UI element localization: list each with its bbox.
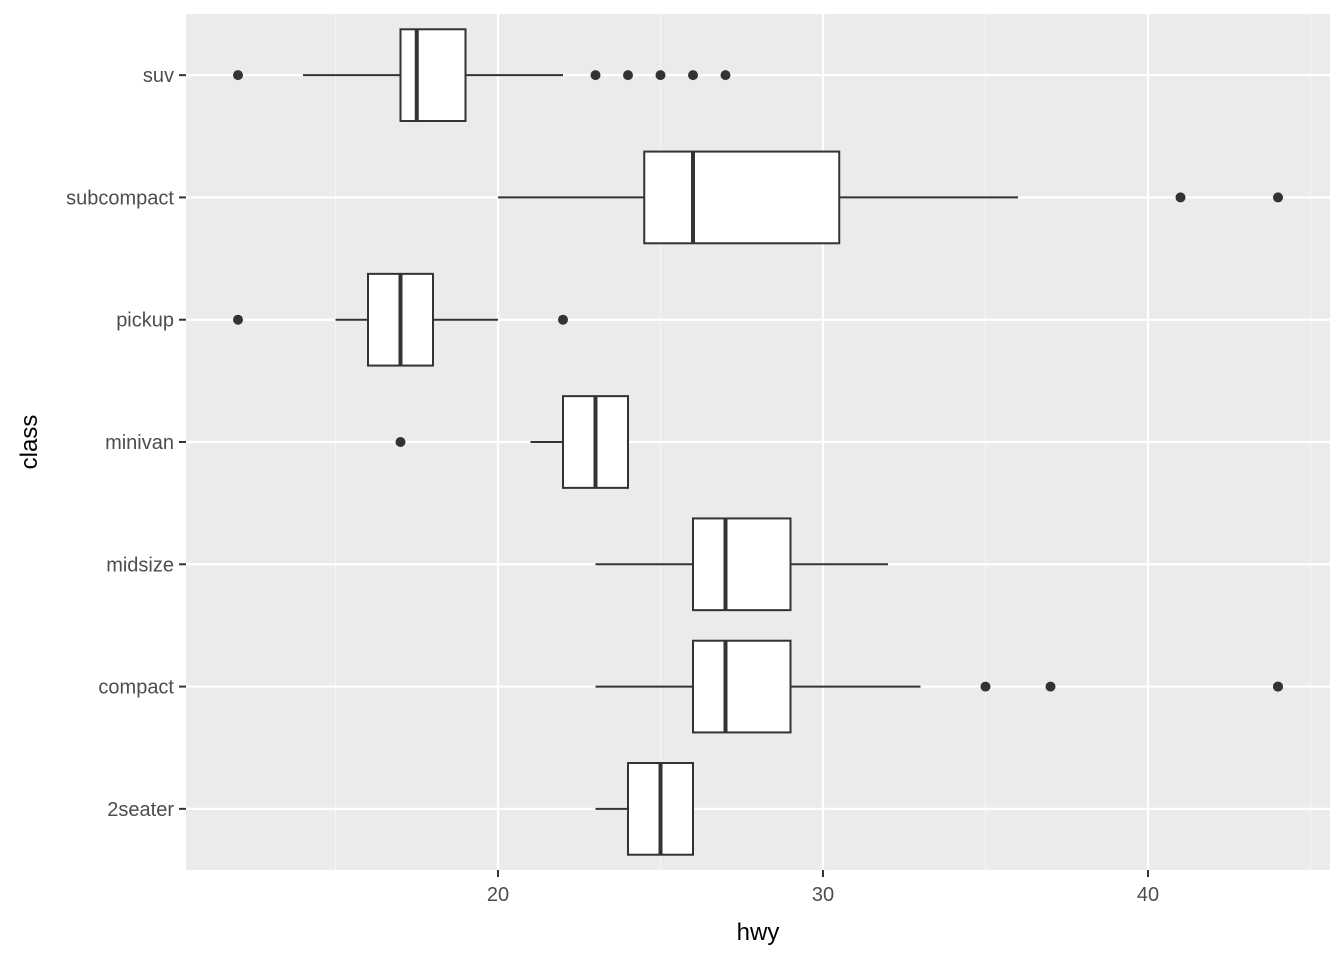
outlier-point: [1175, 192, 1186, 203]
box-iqr: [692, 517, 792, 612]
box-minivan: [395, 395, 629, 489]
outlier-point: [590, 70, 601, 81]
y-tick-label: subcompact: [66, 187, 174, 209]
box-midsize: [595, 517, 888, 612]
x-tick-label: 20: [487, 884, 509, 906]
y-tick-label: compact: [98, 677, 174, 699]
y-tick-label: 2seater: [107, 799, 174, 821]
outlier-point: [395, 437, 406, 447]
y-axis: 2seater compact midsize minivan pickup subcom…: [66, 65, 186, 821]
box-suv: [233, 28, 731, 123]
box-iqr: [399, 28, 467, 123]
outlier-point: [1273, 681, 1283, 692]
outlier-point: [688, 70, 698, 81]
y-axis-title: class: [16, 415, 43, 470]
outlier-point: [233, 70, 243, 81]
box-iqr: [692, 639, 792, 734]
y-tick-label: suv: [143, 65, 174, 87]
x-tick-label: 30: [812, 884, 834, 906]
y-tick-label: midsize: [106, 554, 174, 576]
box-compact: [595, 639, 1283, 734]
outlier-point: [233, 314, 243, 325]
box-2seater: [595, 762, 694, 856]
outlier-point: [720, 70, 731, 81]
x-tick-label: 40: [1137, 884, 1159, 906]
outlier-point: [1273, 192, 1283, 203]
box-pickup: [233, 272, 568, 367]
outlier-point: [623, 70, 633, 81]
outlier-point: [558, 314, 568, 325]
x-axis: 20 30 40: [487, 870, 1159, 906]
outlier-point: [1045, 681, 1056, 692]
box-series: [233, 28, 1283, 856]
y-tick-label: minivan: [105, 432, 174, 454]
y-tick-label: pickup: [116, 310, 174, 332]
box-subcompact: [498, 150, 1283, 245]
x-axis-title: hwy: [737, 919, 780, 946]
outlier-point: [980, 681, 991, 692]
box-iqr: [643, 150, 841, 245]
outlier-point: [655, 70, 666, 81]
